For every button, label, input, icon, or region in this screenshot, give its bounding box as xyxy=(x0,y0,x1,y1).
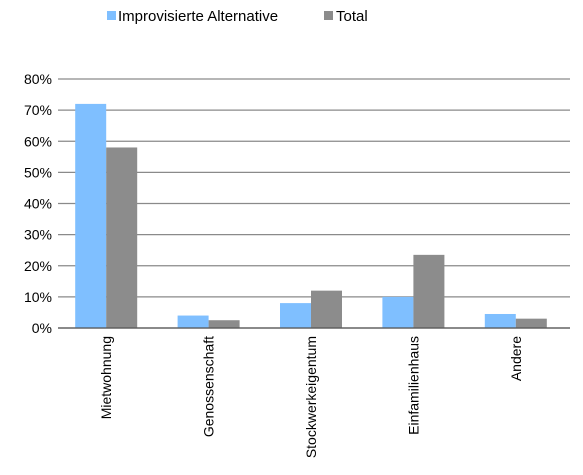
legend-swatch xyxy=(107,11,116,20)
y-tick-label: 0% xyxy=(32,320,52,336)
category-label: Andere xyxy=(508,336,524,381)
y-axis-ticks: 0% 10% 20% 30% 40% 50% 60% 70% 80% xyxy=(24,71,52,336)
category-labels: Mietwohnung Genossenschaft Stockwerkeigent… xyxy=(98,336,524,458)
category-label: Genossenschaft xyxy=(201,336,217,437)
gridlines xyxy=(58,78,570,329)
bar-total xyxy=(106,147,138,328)
legend-swatch xyxy=(324,11,333,20)
y-tick-label: 30% xyxy=(24,227,52,243)
bar-improvisierte-alternative xyxy=(177,315,209,328)
legend-label: Total xyxy=(336,8,368,25)
bar-improvisierte-alternative xyxy=(280,303,311,328)
bar-total xyxy=(515,318,547,328)
legend: Improvisierte Alternative Total xyxy=(107,8,368,25)
category-label: Mietwohnung xyxy=(98,336,114,419)
y-tick-label: 70% xyxy=(24,102,52,118)
y-tick-label: 50% xyxy=(24,164,52,180)
bar-total xyxy=(208,320,240,328)
y-tick-label: 40% xyxy=(24,196,52,212)
y-tick-label: 60% xyxy=(24,133,52,149)
bar-improvisierte-alternative xyxy=(382,296,414,328)
bar-total xyxy=(413,254,445,328)
bar-improvisierte-alternative xyxy=(75,103,107,329)
bar-improvisierte-alternative xyxy=(484,313,516,328)
bars xyxy=(75,103,547,329)
legend-label: Improvisierte Alternative xyxy=(118,8,278,25)
y-tick-label: 10% xyxy=(24,289,52,305)
category-label: Einfamilienhaus xyxy=(405,336,421,435)
bar-total xyxy=(311,290,342,328)
category-label: Stockwerkeigentum xyxy=(303,336,319,458)
y-tick-label: 80% xyxy=(24,71,52,87)
y-tick-label: 20% xyxy=(24,258,52,274)
